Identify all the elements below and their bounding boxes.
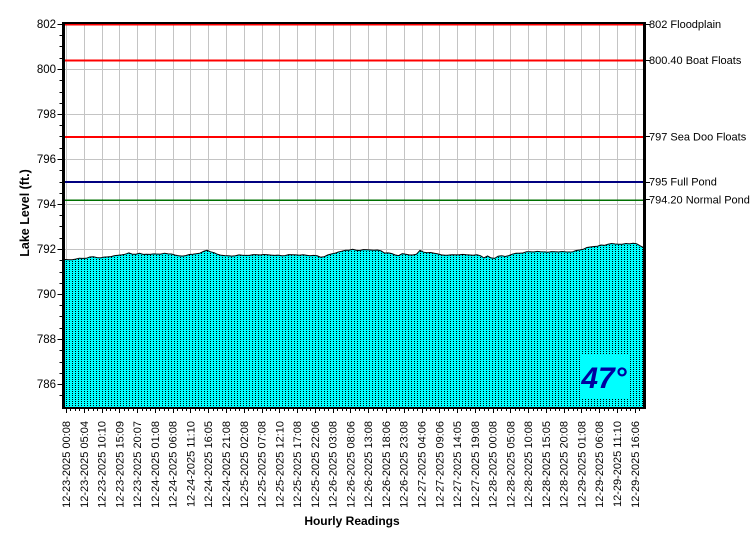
svg-text:12-29-2025 06:08: 12-29-2025 06:08	[594, 421, 606, 508]
svg-text:12-29-2025 11:10: 12-29-2025 11:10	[612, 421, 624, 507]
svg-text:12-26-2025 13:08: 12-26-2025 13:08	[363, 421, 375, 508]
svg-text:12-27-2025 09:06: 12-27-2025 09:06	[434, 421, 446, 508]
svg-text:792: 792	[37, 244, 56, 256]
svg-text:794.20 Normal Pond: 794.20 Normal Pond	[649, 195, 750, 207]
svg-text:794: 794	[37, 199, 57, 211]
svg-text:47°: 47°	[580, 362, 627, 395]
svg-text:Lake Level (ft.): Lake Level (ft.)	[18, 169, 32, 257]
svg-text:12-28-2025 15:05: 12-28-2025 15:05	[541, 421, 553, 508]
svg-text:12-29-2025 16:06: 12-29-2025 16:06	[630, 421, 642, 508]
svg-text:Hourly Readings: Hourly Readings	[304, 514, 400, 528]
svg-text:12-24-2025 21:08: 12-24-2025 21:08	[221, 421, 233, 508]
svg-text:12-29-2025 01:08: 12-29-2025 01:08	[577, 421, 589, 508]
svg-text:788: 788	[37, 334, 56, 346]
svg-text:797 Sea Doo Floats: 797 Sea Doo Floats	[649, 132, 747, 144]
svg-text:12-24-2025 01:08: 12-24-2025 01:08	[150, 421, 162, 508]
svg-text:12-24-2025 16:05: 12-24-2025 16:05	[203, 421, 215, 508]
svg-text:12-26-2025 18:06: 12-26-2025 18:06	[381, 421, 393, 508]
svg-text:802: 802	[37, 19, 56, 31]
svg-text:12-25-2025 07:08: 12-25-2025 07:08	[257, 421, 269, 508]
svg-text:12-28-2025 00:08: 12-28-2025 00:08	[488, 421, 500, 508]
svg-text:12-28-2025 10:08: 12-28-2025 10:08	[523, 421, 535, 508]
svg-text:12-26-2025 08:06: 12-26-2025 08:06	[345, 421, 357, 508]
svg-text:12-27-2025 19:08: 12-27-2025 19:08	[470, 421, 482, 508]
svg-text:12-23-2025 10:10: 12-23-2025 10:10	[97, 421, 109, 508]
svg-text:12-27-2025 04:06: 12-27-2025 04:06	[417, 421, 429, 508]
svg-text:12-25-2025 02:08: 12-25-2025 02:08	[239, 421, 251, 508]
svg-text:12-28-2025 20:08: 12-28-2025 20:08	[559, 421, 571, 508]
svg-text:12-26-2025 23:08: 12-26-2025 23:08	[399, 421, 411, 508]
svg-text:12-25-2025 12:10: 12-25-2025 12:10	[274, 421, 286, 508]
svg-text:12-28-2025 05:08: 12-28-2025 05:08	[505, 421, 517, 508]
svg-text:790: 790	[37, 289, 56, 301]
svg-text:12-25-2025 17:08: 12-25-2025 17:08	[292, 421, 304, 508]
svg-text:800.40 Boat Floats: 800.40 Boat Floats	[649, 55, 742, 67]
svg-text:12-24-2025 06:08: 12-24-2025 06:08	[168, 421, 180, 508]
svg-text:12-26-2025 03:08: 12-26-2025 03:08	[328, 421, 340, 508]
svg-text:12-23-2025 05:04: 12-23-2025 05:04	[79, 421, 91, 508]
svg-text:12-23-2025 20:07: 12-23-2025 20:07	[132, 421, 144, 508]
svg-text:800: 800	[37, 64, 56, 76]
svg-text:796: 796	[37, 154, 56, 166]
svg-text:12-24-2025 11:10: 12-24-2025 11:10	[185, 421, 197, 507]
svg-text:798: 798	[37, 109, 56, 121]
svg-text:12-23-2025 15:09: 12-23-2025 15:09	[114, 421, 126, 508]
svg-text:795 Full Pond: 795 Full Pond	[649, 177, 717, 189]
svg-text:786: 786	[37, 379, 56, 391]
svg-text:802 Floodplain: 802 Floodplain	[649, 19, 721, 31]
svg-text:12-25-2025 22:06: 12-25-2025 22:06	[310, 421, 322, 508]
svg-text:12-23-2025 00:08: 12-23-2025 00:08	[61, 421, 73, 508]
svg-text:12-27-2025 14:05: 12-27-2025 14:05	[452, 421, 464, 508]
